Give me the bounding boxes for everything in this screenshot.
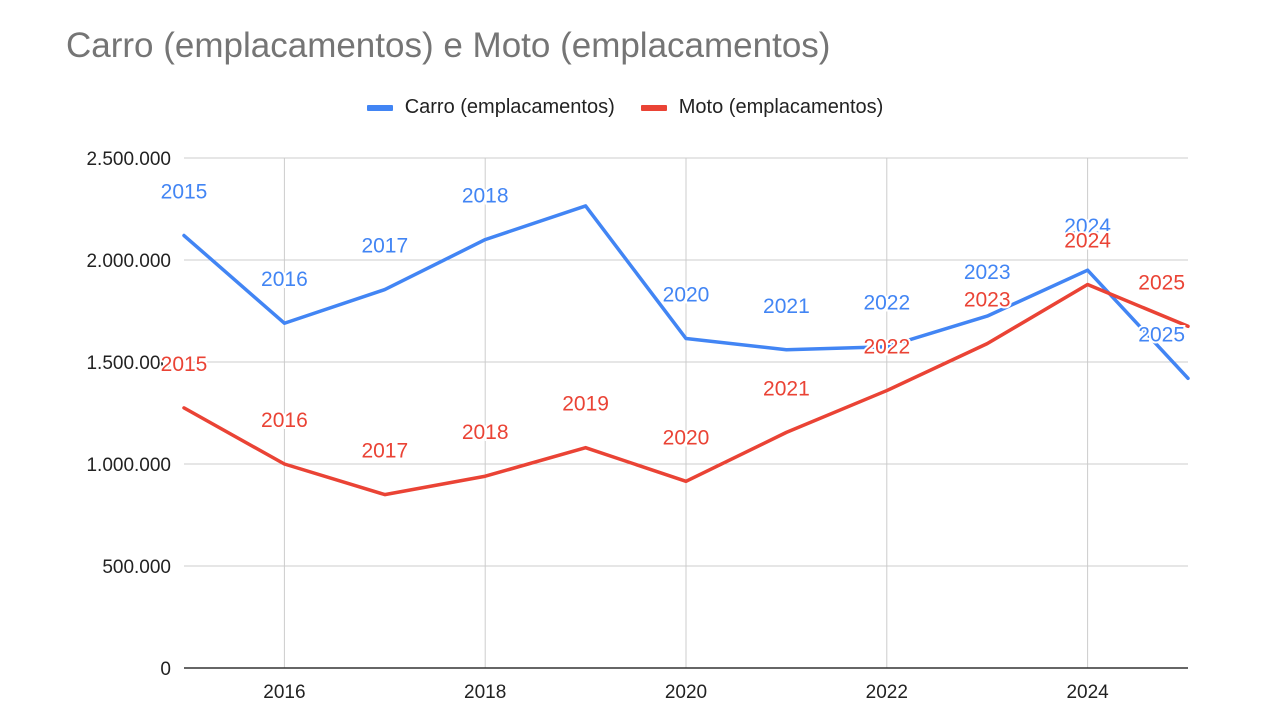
y-tick-label: 500.000 xyxy=(102,557,171,578)
legend-label-carro: Carro (emplacamentos) xyxy=(404,96,615,118)
series-line-carro xyxy=(182,204,1190,381)
chart-legend: Carro (emplacamentos) Moto (emplacamento… xyxy=(0,96,1250,119)
y-tick-label: 1.500.000 xyxy=(86,353,171,374)
y-tick-label: 1.000.000 xyxy=(86,455,171,476)
series-line-moto xyxy=(182,282,1190,497)
x-tick-label: 2024 xyxy=(1066,682,1109,703)
data-label-carro: 2018 xyxy=(462,185,509,208)
chart-title: Carro (emplacamentos) e Moto (emplacamen… xyxy=(66,26,831,65)
y-tick-label: 2.000.000 xyxy=(86,251,171,272)
data-label-carro: 2015 xyxy=(161,181,208,204)
y-tick-label: 0 xyxy=(160,659,171,680)
data-label-carro: 2016 xyxy=(261,268,308,291)
y-tick-label: 2.500.000 xyxy=(86,149,171,170)
data-label-moto: 2019 xyxy=(562,393,609,416)
data-label-moto: 2017 xyxy=(361,440,408,463)
x-tick-label: 2018 xyxy=(464,682,506,703)
data-label-moto: 2016 xyxy=(261,409,308,432)
data-label-carro: 2021 xyxy=(763,295,810,318)
data-label-moto: 2023 xyxy=(964,289,1011,312)
data-label-moto: 2024 xyxy=(1064,229,1111,252)
data-label-carro: 2024 xyxy=(1064,215,1111,238)
data-label-moto: 2015 xyxy=(161,353,208,376)
legend-swatch-carro xyxy=(366,104,393,111)
data-label-carro: 2017 xyxy=(361,235,408,258)
legend-item-moto[interactable]: Moto (emplacamentos) xyxy=(640,96,884,119)
data-label-carro: 2020 xyxy=(663,284,710,307)
x-tick-label: 2016 xyxy=(263,682,305,703)
legend-label-moto: Moto (emplacamentos) xyxy=(678,96,884,118)
data-label-carro: 2022 xyxy=(863,292,910,315)
data-label-moto: 2022 xyxy=(863,336,910,359)
x-tick-label: 2022 xyxy=(866,682,908,703)
data-label-moto: 2025 xyxy=(1138,271,1185,294)
data-label-carro: 2025 xyxy=(1138,323,1185,346)
data-label-moto: 2021 xyxy=(763,377,810,400)
legend-swatch-moto xyxy=(640,104,667,111)
data-label-moto: 2020 xyxy=(663,426,710,449)
data-label-carro: 2023 xyxy=(964,261,1011,284)
legend-item-carro[interactable]: Carro (emplacamentos) xyxy=(366,96,615,119)
data-label-moto: 2018 xyxy=(462,421,509,444)
x-tick-label: 2020 xyxy=(665,682,707,703)
